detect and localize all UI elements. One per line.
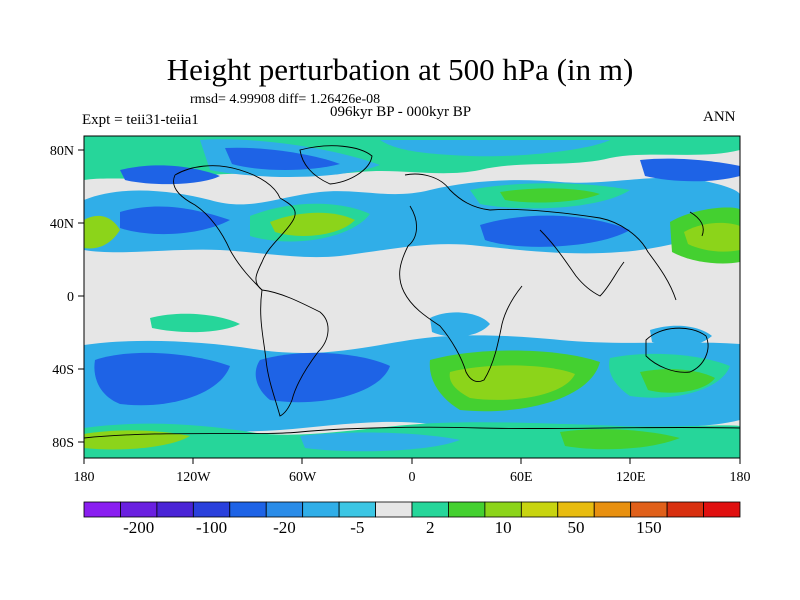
y-tick-label: 80S [52,436,74,451]
y-tick-label: 40S [52,363,74,378]
field-nh-green-asia-core [500,188,600,203]
field-nh-yellow-east [684,222,740,252]
field-trop-green [150,313,240,333]
colorbar-label: -100 [196,518,227,537]
y-tick-label: 0 [67,290,74,305]
field-antarctic-blue [300,432,460,452]
field-arctic-blue-2 [380,140,610,157]
colorbar-label: -20 [273,518,296,537]
stats-line: rmsd= 4.99908 diff= 1.26426e-08 [190,92,381,107]
field-nh-blue-asia [480,215,630,247]
colorbar-box [265,501,304,518]
x-tick-label: 120E [616,470,646,485]
experiment-label: Expt = teii31-teiia1 [82,112,199,128]
x-tick-label: 0 [409,470,416,485]
colorbar-box [448,501,486,518]
eurasia-coast [404,173,677,301]
north-america-west-coast [173,174,263,291]
plot-title: Height perturbation at 500 hPa (in m) [166,52,634,87]
x-tick-labels: 180 120W 60W 0 60E 120E 180 [74,470,751,485]
field-nh-blue-pacific [120,206,230,235]
south-asia-coast [539,229,625,297]
y-tick-label: 80N [50,144,74,159]
colorbar-box [375,501,413,518]
africa-coast [399,205,523,383]
colorbar-box [338,501,376,518]
colorbar-box [593,501,632,518]
x-tick-label: 120W [176,470,211,485]
south-america-coast [260,289,329,417]
axis-ticks [78,149,741,464]
colorbar-label: -5 [350,518,364,537]
colorbar-box [484,501,522,518]
field-sh-green-east-core [640,369,715,393]
field-sh-yellow [449,365,575,400]
subtitle: 096kyr BP - 000kyr BP [330,104,472,120]
colorbar-box [192,501,231,518]
field-nh-yellow-atlantic [270,212,355,236]
coastlines [84,145,740,439]
colorbar-box [302,501,340,518]
field-antarctic-yellow [84,430,190,450]
y-tick-label: 40N [50,217,74,232]
colorbar-labels: -200 -100 -20 -5 2 10 50 150 [123,518,662,537]
colorbar-label: -200 [123,518,154,537]
colorbar-label: 2 [426,518,435,537]
field-arctic-blue-core [225,147,340,170]
field-sh-blue-1 [94,352,230,406]
colorbar-box [120,501,158,518]
colorbar-box [703,501,741,518]
colorbar-box [520,501,559,518]
colorbar-label: 50 [568,518,585,537]
field-trop-blue [430,312,490,337]
x-tick-label: 180 [74,470,95,485]
field-nh-yellow-west [84,215,120,249]
colorbar-box [156,501,194,518]
colorbar [83,501,741,518]
x-tick-label: 60W [289,470,317,485]
x-tick-label: 60E [510,470,533,485]
colorbar-box [411,501,449,518]
colorbar-box [666,501,704,518]
field-antarctic-green [560,429,680,450]
height-field [84,136,740,458]
australia-coast [645,327,709,373]
season-label: ANN [703,109,736,125]
colorbar-box [229,501,267,518]
colorbar-box [557,501,595,518]
colorbar-box [83,501,121,518]
y-tick-labels: 80N 40N 0 40S 80S [50,144,74,451]
field-nh-blue-east [640,158,740,182]
japan-coast [689,211,704,237]
field-sh-blue-2 [255,352,390,403]
colorbar-label: 150 [636,518,662,537]
greenland-coast [299,145,373,185]
colorbar-box [630,501,668,518]
antarctica-coast [84,426,740,439]
field-nh-blue-north [120,165,220,185]
colorbar-label: 10 [495,518,512,537]
north-america-coast [174,165,296,291]
x-tick-label: 180 [730,470,751,485]
